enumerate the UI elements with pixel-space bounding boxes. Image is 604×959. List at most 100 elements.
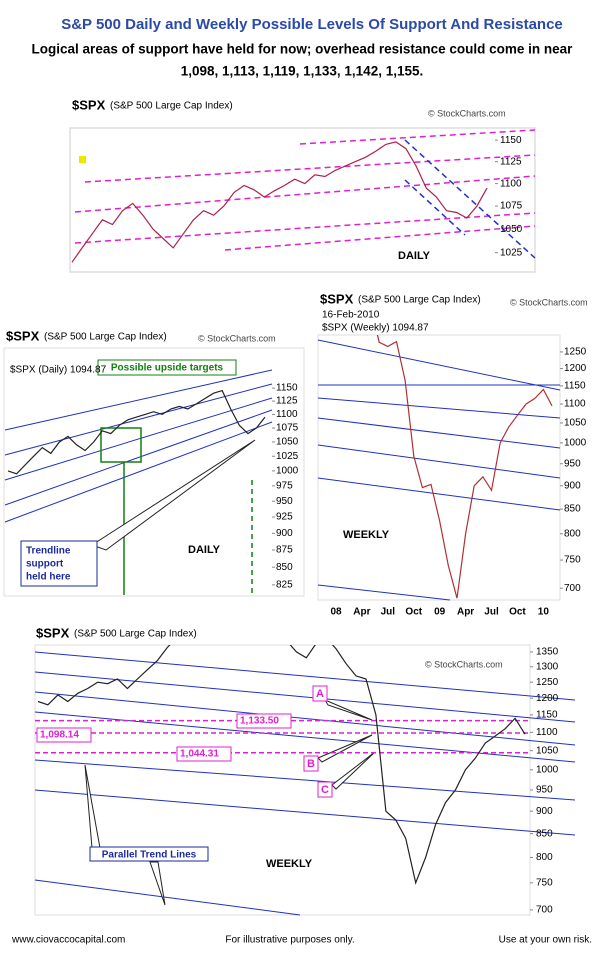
chart-title: $SPX [36, 625, 70, 640]
chart-title: $SPX [72, 97, 106, 112]
label-box [97, 359, 237, 376]
annotation: Parallel Trend Lines [102, 850, 197, 861]
footer-right: Use at your own risk. [499, 935, 592, 946]
label-box [89, 846, 209, 862]
trendlines [404, 139, 536, 259]
y-tick-label: 1150 [276, 383, 298, 394]
y-tick-label: 1250 [536, 677, 559, 688]
x-tick-label: 08 [330, 607, 342, 618]
y-tick-label: 700 [536, 905, 553, 916]
subtitle: Logical areas of support have held for n… [32, 42, 574, 57]
y-tick-label: 1050 [500, 224, 523, 235]
y-tick-label: 1250 [564, 347, 587, 358]
plot [376, 335, 553, 599]
y-tick-label: 1125 [276, 396, 298, 407]
y-tick-label: 750 [536, 877, 553, 888]
y-tick-label: 1000 [536, 764, 559, 775]
plot [71, 141, 488, 263]
x-tick-label: 09 [434, 607, 446, 618]
y-tick-label: 900 [536, 806, 553, 817]
y-tick-label: 1025 [500, 247, 523, 258]
annotation: C [321, 784, 329, 796]
box [100, 427, 142, 463]
chart-title: $SPX [320, 291, 354, 306]
price-line [37, 645, 526, 885]
y-tick-label: 1000 [564, 437, 587, 448]
x-tick-label: Jul [484, 607, 499, 618]
y-tick-label: 1300 [536, 661, 559, 672]
y-tick-label: 700 [564, 583, 581, 594]
y-tick-label: 875 [276, 545, 293, 556]
trendlines [34, 651, 576, 916]
y-tick-label: 1200 [536, 693, 559, 704]
x-tick-label: Apr [457, 607, 474, 618]
y-tick-label: 1025 [276, 451, 299, 462]
source: © StockCharts.com [510, 297, 588, 307]
pointer [90, 439, 256, 551]
annotation: Possible upside targets [111, 363, 224, 374]
plot [7, 389, 266, 475]
price-line [7, 389, 266, 475]
label-box [312, 685, 328, 702]
y-tick-label: 1100 [564, 399, 586, 410]
chart-subtitle: (S&P 500 Large Cap Index) [110, 101, 233, 112]
y-tick-label: 1100 [500, 178, 522, 189]
label-box [317, 781, 333, 798]
level-label: 1,044.31 [180, 749, 219, 760]
y-tick-label: 1150 [564, 381, 586, 392]
annotation: WEEKLY [266, 858, 313, 870]
level-label: 1,133.50 [240, 716, 279, 727]
y-tick-label: 950 [276, 496, 293, 507]
y-tick-label: 950 [564, 458, 581, 469]
chart-subtitle: (S&P 500 Large Cap Index) [358, 295, 481, 306]
x-tick-label: Oct [509, 607, 526, 618]
annotation: B [307, 758, 315, 770]
trendlines [4, 369, 273, 523]
chart-title: $SPX [6, 328, 40, 343]
x-tick-label: Oct [405, 607, 422, 618]
chart3-frame [317, 334, 561, 601]
annotation: support [26, 559, 64, 570]
annotation: A [316, 688, 324, 700]
price-line [71, 141, 488, 263]
trendlines [74, 129, 536, 251]
frame [34, 644, 531, 916]
price-line [376, 335, 553, 599]
annotation: held here [26, 572, 71, 583]
y-tick-label: 825 [276, 579, 293, 590]
y-tick-label: 1075 [500, 201, 523, 212]
legend-entry: $SPX (Daily) 1094.87 [10, 365, 107, 376]
frame [3, 347, 305, 597]
level-label-box [176, 746, 232, 762]
footer-center: For illustrative purposes only. [225, 935, 354, 946]
x-tick-label: 10 [538, 607, 550, 618]
y-tick-label: 1075 [276, 423, 299, 434]
y-tick-label: 850 [536, 828, 553, 839]
source: © StockCharts.com [428, 108, 506, 118]
subtitle: 1,098, 1,113, 1,119, 1,133, 1,142, 1,155… [181, 64, 423, 79]
pointers [84, 698, 376, 906]
y-tick-label: 1000 [276, 466, 299, 477]
y-tick-label: 1150 [536, 710, 558, 721]
y-tick-label: 1200 [564, 363, 587, 374]
y-tick-label: 1100 [276, 409, 298, 420]
annotation: Trendline [26, 546, 71, 557]
y-tick-label: 1125 [500, 156, 522, 167]
chart-subtitle: (S&P 500 Large Cap Index) [74, 629, 197, 640]
y-tick-label: 975 [276, 481, 293, 492]
source: © StockCharts.com [198, 333, 276, 343]
y-tick-label: 850 [276, 562, 293, 573]
chart4-frame [34, 644, 576, 916]
page-title: S&P 500 Daily and Weekly Possible Levels… [61, 16, 563, 33]
chart-subtitle: (S&P 500 Large Cap Index) [44, 332, 167, 343]
marker [79, 156, 86, 163]
y-tick-label: 1050 [276, 437, 299, 448]
y-tick-label: 925 [276, 512, 293, 523]
chart1-frame [69, 127, 536, 273]
y-tick-label: 1100 [536, 727, 558, 738]
annotation: DAILY [398, 250, 431, 262]
frame [317, 334, 561, 601]
y-tick-label: 1050 [536, 745, 559, 756]
y-tick-label: 1350 [536, 647, 559, 658]
